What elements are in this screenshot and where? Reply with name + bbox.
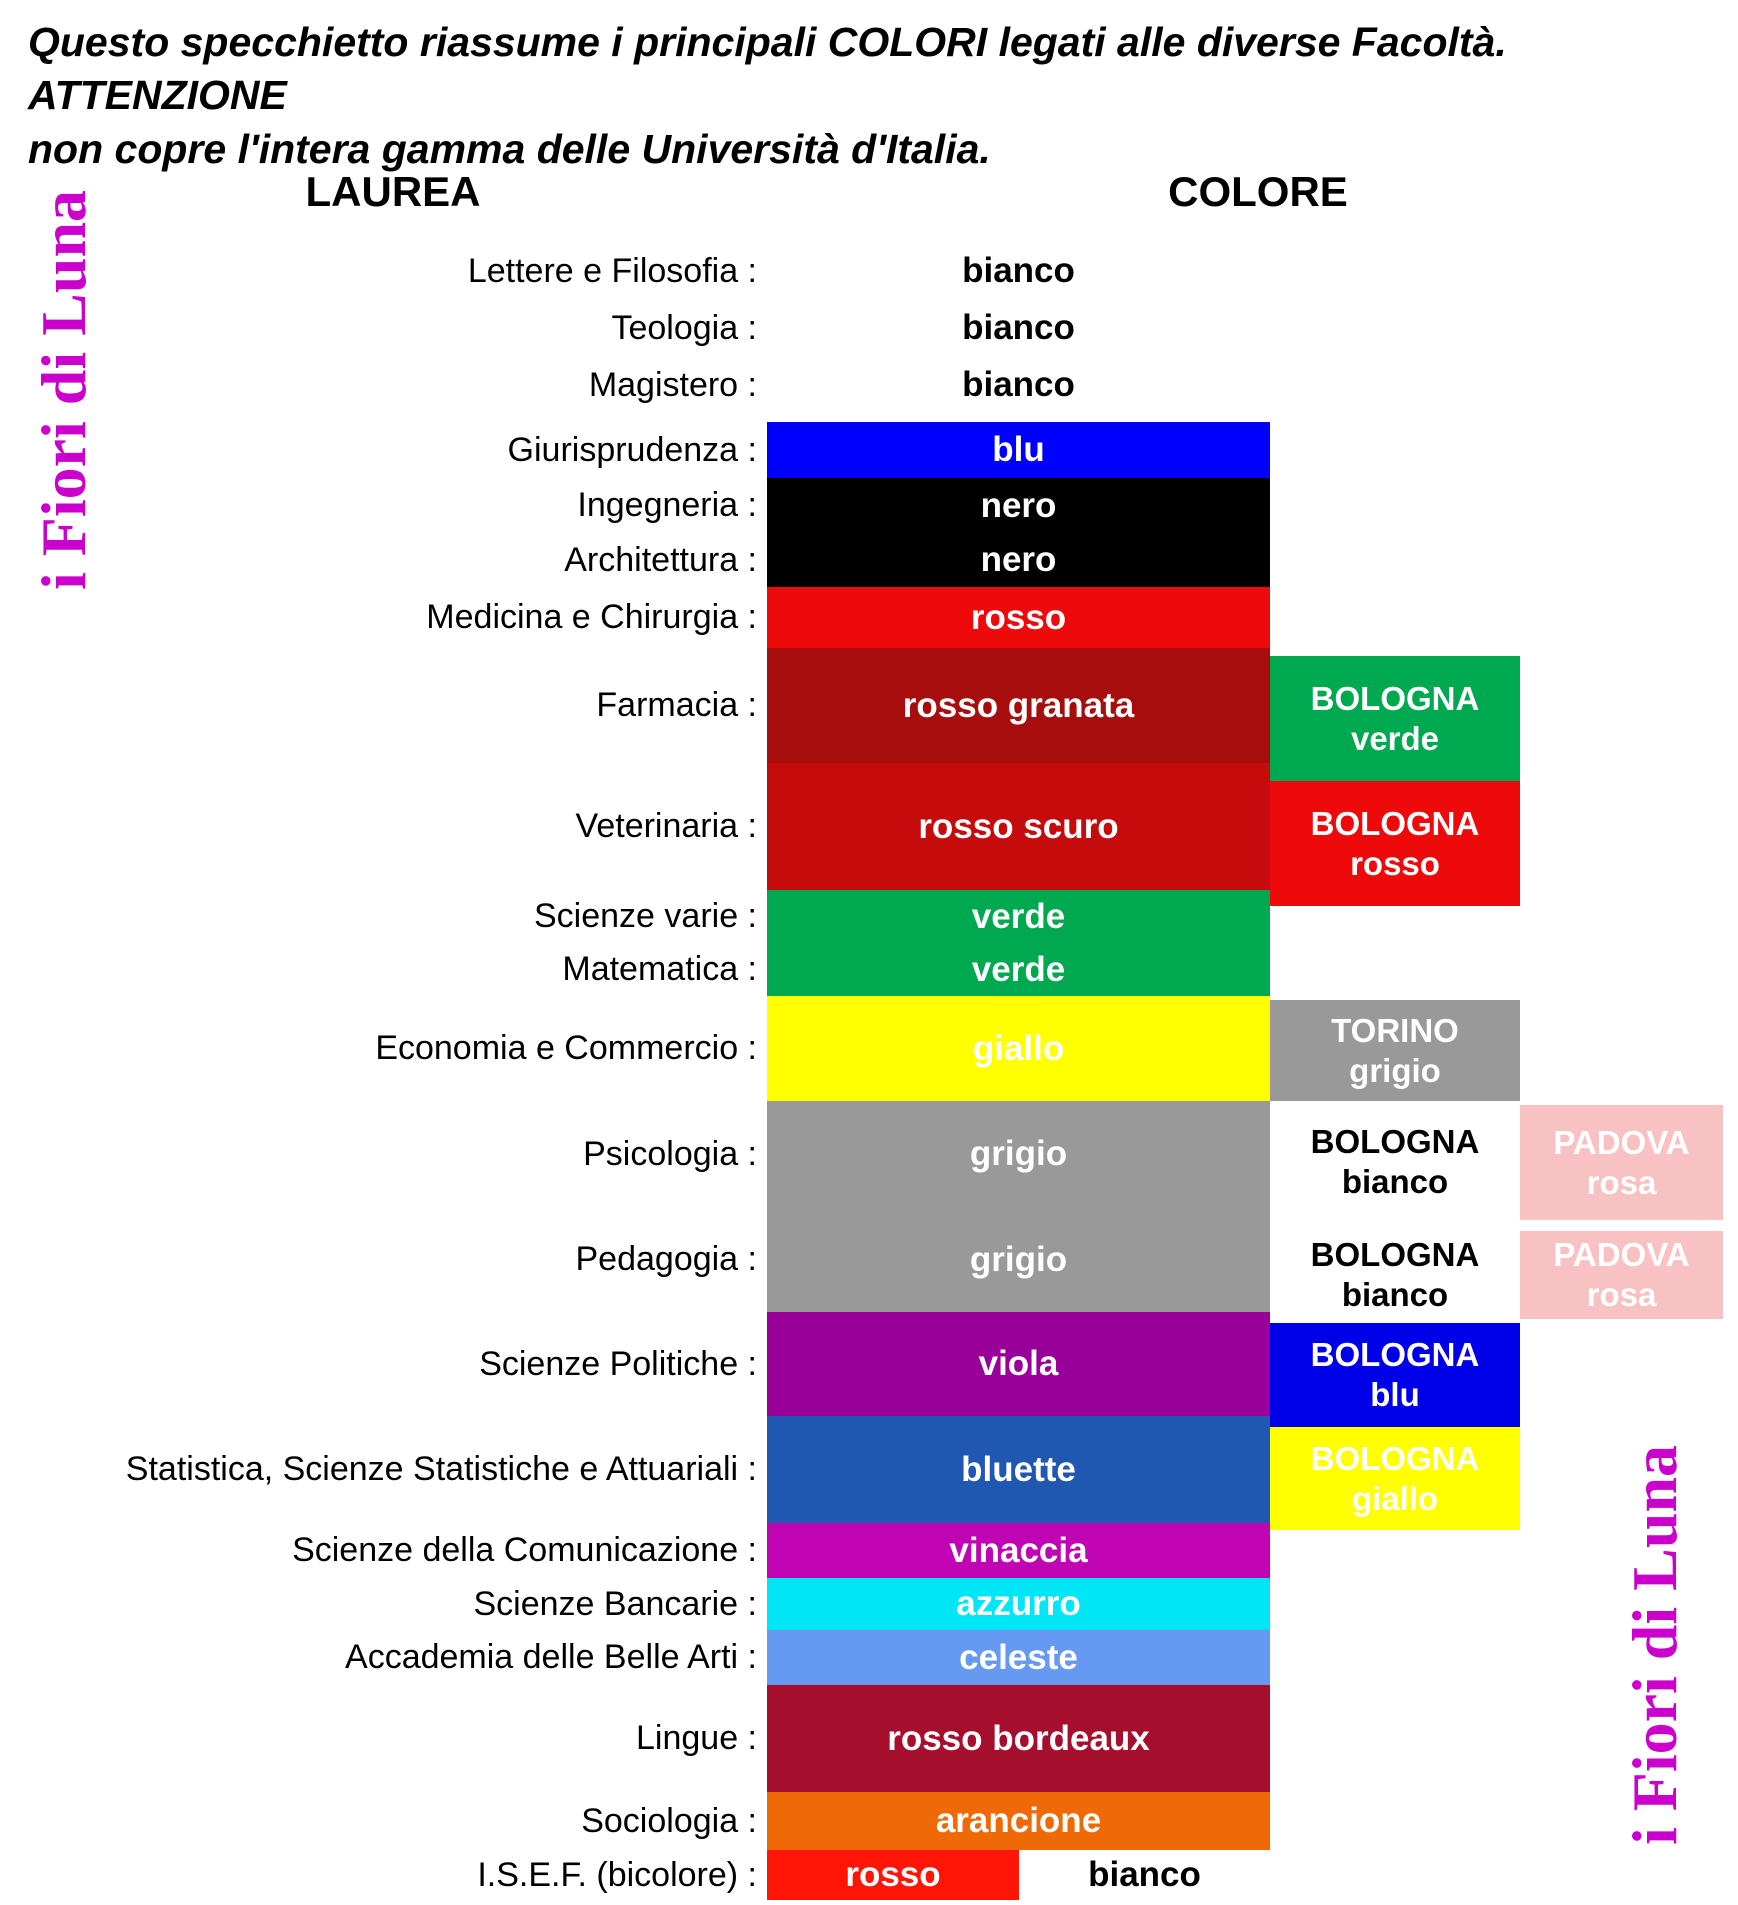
color-name: nero [980,486,1057,525]
intro-line-2: non copre l'intera gamma delle Universit… [28,125,991,172]
color-name: verde [971,897,1066,936]
city-color-box: BOLOGNA bianco [1270,1105,1520,1218]
faculty-label: Medicina e Chirurgia : [426,598,757,636]
intro-line-1: Questo specchietto riassume i principali… [28,19,1507,119]
city-color-box: BOLOGNA blu [1270,1323,1520,1427]
color-bar [767,1792,1270,1850]
faculty-label: Lingue : [636,1719,757,1757]
color-name: rosso [845,1855,941,1894]
faculty-label: Scienze della Comunicazione : [292,1531,757,1569]
color-bar [767,890,1270,943]
color-name: blu [992,430,1045,469]
city-color-name: giallo [1351,1479,1439,1517]
color-bar [767,1630,1270,1685]
faculty-label: Magistero : [588,366,757,404]
color-name: celeste [959,1638,1078,1677]
faculty-label: Scienze Politiche : [479,1345,757,1383]
color-name: bianco [962,251,1075,290]
color-bar [767,1312,1270,1416]
color-bar [767,422,1270,478]
faculty-label: Architettura : [564,541,757,579]
color-name: viola [978,1344,1059,1383]
color-bar [767,943,1270,996]
color-name: verde [971,950,1066,989]
city-color-name: rosso [1350,844,1440,882]
color-bar [767,1207,1270,1312]
faculty-label: Teologia : [611,309,757,347]
color-name: giallo [972,1029,1065,1068]
color-name: nero [980,540,1057,579]
color-name: bluette [961,1450,1076,1489]
city-color-box: BOLOGNA bianco [1270,1231,1520,1319]
color-bar [767,587,1270,648]
color-name: rosso scuro [918,807,1119,846]
city-color-box: BOLOGNA giallo [1270,1427,1520,1530]
color-name: rosso [970,598,1067,637]
city-color-box: BOLOGNA rosso [1270,781,1520,906]
city-color-name: rosa [1586,1163,1657,1201]
city-color-box: TORINO grigio [1270,1000,1520,1101]
color-name: rosso bordeaux [887,1719,1150,1758]
city-name: PADOVA [1553,1236,1690,1274]
color-name: arancione [935,1801,1102,1840]
color-bar [767,763,1270,890]
color-bar [767,996,1270,1101]
city-name: BOLOGNA [1310,804,1480,842]
city-color-box: BOLOGNA verde [1270,656,1520,781]
watermark-right: i Fiori di Luna [1619,1444,1690,1846]
color-bar [767,478,1270,533]
city-color-name: grigio [1349,1051,1441,1089]
color-name-secondary: bianco [1088,1855,1201,1894]
city-name: BOLOGNA [1310,679,1480,717]
faculty-label: Giurisprudenza : [507,431,757,469]
color-bar [767,1101,1270,1207]
color-name: azzurro [956,1584,1081,1623]
faculty-label: Psicologia : [583,1135,757,1173]
city-name: BOLOGNA [1310,1122,1480,1160]
city-color-name: rosa [1586,1276,1657,1313]
intro-text: Questo specchietto riassume i principali… [28,16,1718,176]
city-name: BOLOGNA [1310,1439,1480,1477]
city-name: BOLOGNA [1310,1236,1480,1274]
faculty-label: Statistica, Scienze Statistiche e Attuar… [125,1450,757,1488]
faculty-label: Pedagogia : [575,1240,758,1278]
color-name: vinaccia [949,1531,1088,1570]
faculty-label: Farmacia : [596,686,757,724]
faculty-label: Veterinaria : [575,807,757,845]
city-color-name: verde [1350,719,1440,757]
faculty-label: Scienze Bancarie : [473,1585,758,1623]
color-bar [767,1685,1270,1792]
color-bar [767,648,1270,763]
color-bar [767,1523,1270,1578]
column-header-colore: COLORE [1168,168,1348,215]
city-color-name: bianco [1341,1162,1449,1200]
column-header-laurea: LAUREA [305,168,481,215]
color-name: rosso granata [902,686,1135,725]
faculty-label: Ingegneria : [577,486,757,524]
faculty-label: Sociologia : [581,1802,757,1840]
color-bar [767,1850,1019,1900]
color-name: bianco [962,308,1075,347]
city-color-box: PADOVA rosa [1520,1231,1723,1319]
faculty-label: Lettere e Filosofia : [467,252,757,290]
city-color-name: blu [1370,1376,1420,1413]
city-color-name: bianco [1341,1276,1449,1313]
color-name: bianco [962,365,1075,404]
color-bar [767,1578,1270,1630]
faculty-label: Economia e Commercio : [375,1029,757,1067]
color-bar [767,533,1270,587]
color-name: grigio [969,1134,1068,1173]
faculty-label: Accademia delle Belle Arti : [345,1638,757,1676]
faculty-label: Scienze varie : [534,897,757,935]
city-color-box: PADOVA rosa [1520,1105,1723,1220]
faculty-label: Matematica : [562,950,757,988]
faculty-label: I.S.E.F. (bicolore) : [477,1856,757,1894]
city-name: TORINO [1331,1011,1459,1049]
city-name: BOLOGNA [1310,1336,1480,1374]
color-name: grigio [969,1240,1068,1279]
color-bar [767,1416,1270,1523]
city-name: PADOVA [1553,1123,1690,1161]
